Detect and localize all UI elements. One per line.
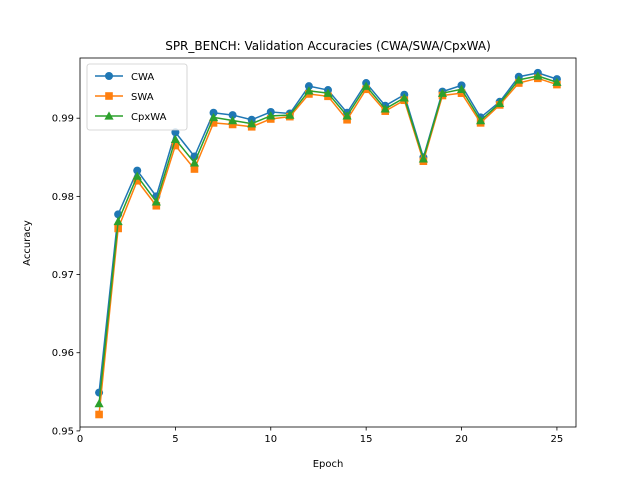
data-point-cpxwa <box>266 111 276 120</box>
y-tick-label: 0.95 <box>52 426 74 437</box>
data-point-cpxwa <box>170 134 180 143</box>
legend-marker-cwa <box>105 72 113 80</box>
data-point-cpxwa <box>476 115 486 125</box>
x-tick-label: 25 <box>551 434 564 445</box>
x-tick-label: 0 <box>77 434 83 445</box>
data-point-cpxwa <box>533 71 543 80</box>
x-tick-label: 5 <box>172 434 178 445</box>
x-tick-label: 10 <box>264 434 277 445</box>
data-point-swa <box>343 115 351 124</box>
plot-area <box>94 68 562 419</box>
legend-entry-swa: SWA <box>95 92 154 103</box>
data-point-cpxwa <box>456 84 467 93</box>
x-tick-label: 20 <box>455 434 468 445</box>
data-point-cpxwa <box>113 216 123 226</box>
series-cpxwa <box>94 71 562 408</box>
data-point-cpxwa <box>94 398 104 408</box>
data-point-cpxwa <box>208 112 219 122</box>
data-point-cpxwa <box>189 158 200 167</box>
data-point-swa <box>133 176 142 185</box>
y-axis-title: Accuracy <box>22 220 33 266</box>
legend-frame <box>86 63 188 131</box>
legend-entry-cwa: CWA <box>95 72 154 83</box>
data-point-swa <box>457 89 466 97</box>
legend-label-swa: SWA <box>131 92 154 103</box>
data-point-cpxwa <box>495 98 505 108</box>
data-point-swa <box>228 120 237 129</box>
data-point-cwa <box>304 82 313 91</box>
data-point-cpxwa <box>399 93 409 102</box>
data-point-cpxwa <box>323 88 333 97</box>
data-point-cpxwa <box>342 111 352 120</box>
data-point-cwa <box>133 166 142 175</box>
data-point-cpxwa <box>437 88 448 97</box>
data-point-cpxwa <box>151 197 161 206</box>
data-point-cpxwa <box>514 75 524 84</box>
axes-frame <box>79 57 577 428</box>
data-point-cpxwa <box>132 171 142 180</box>
y-tick-label: 0.96 <box>52 348 74 359</box>
data-point-swa <box>171 141 180 150</box>
legend-label-cwa: CWA <box>131 72 154 83</box>
data-point-cpxwa <box>304 86 314 95</box>
legend-marker-cpxwa <box>104 111 114 120</box>
data-point-swa <box>152 201 161 210</box>
x-axis-title: Epoch <box>313 459 344 470</box>
axes: 0 5 10 15 20 25 0.95 0.96 0.97 0.98 0.99 <box>52 57 577 445</box>
legend-marker-swa <box>105 92 113 100</box>
data-point-cpxwa <box>285 110 295 119</box>
legend-label-cpxwa: CpxWA <box>131 112 167 123</box>
y-tick-label: 0.97 <box>52 270 74 281</box>
y-tick-label: 0.99 <box>52 114 74 125</box>
chart-title: SPR_BENCH: Validation Accuracies (CWA/SW… <box>165 39 491 53</box>
data-point-swa <box>95 410 103 419</box>
data-point-cwa <box>209 108 218 117</box>
x-tick-label: 15 <box>360 434 373 445</box>
data-point-cpxwa <box>380 104 390 113</box>
data-point-swa <box>209 119 218 127</box>
data-point-cpxwa <box>418 154 428 163</box>
data-point-cpxwa <box>228 115 238 125</box>
data-point-cpxwa <box>247 119 257 128</box>
data-point-cwa <box>228 111 237 120</box>
legend-entry-cpxwa: CpxWA <box>95 111 167 123</box>
data-point-swa <box>190 165 199 173</box>
y-tick-label: 0.98 <box>52 192 74 203</box>
data-point-cpxwa <box>361 81 371 90</box>
data-point-cpxwa <box>552 77 562 86</box>
legend: CWA SWA CpxWA <box>86 63 188 131</box>
